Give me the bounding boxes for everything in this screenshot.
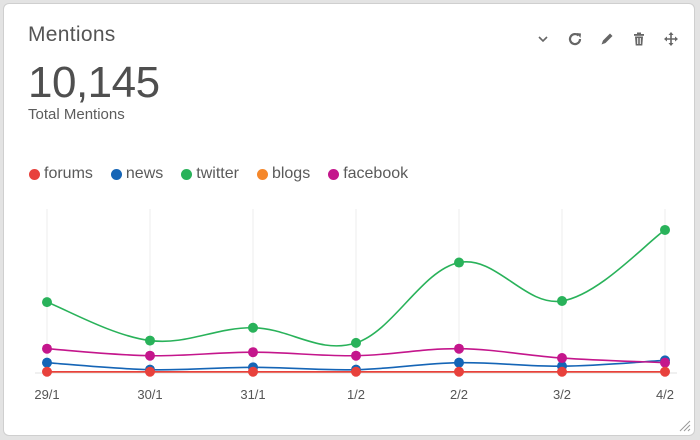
legend-label-twitter: twitter bbox=[196, 165, 239, 182]
x-tick-label-1: 30/1 bbox=[137, 387, 162, 402]
point-facebook-2/2[interactable] bbox=[454, 343, 464, 354]
x-tick-label-4: 2/2 bbox=[450, 387, 468, 402]
point-forums-1/2[interactable] bbox=[351, 366, 361, 377]
point-facebook-4/2[interactable] bbox=[660, 357, 670, 368]
x-tick-label-3: 1/2 bbox=[347, 387, 365, 402]
total-mentions-label: Total Mentions bbox=[28, 106, 125, 123]
point-forums-31/1[interactable] bbox=[248, 366, 258, 377]
move-icon[interactable] bbox=[662, 30, 680, 48]
legend-dot-blogs bbox=[256, 168, 268, 180]
x-tick-label-5: 3/2 bbox=[553, 387, 571, 402]
point-twitter-4/2[interactable] bbox=[660, 224, 670, 235]
pencil-icon[interactable] bbox=[598, 30, 616, 48]
chart-legend: forums news twitter blogs facebook bbox=[29, 165, 408, 183]
point-facebook-1/2[interactable] bbox=[351, 350, 361, 361]
point-forums-3/2[interactable] bbox=[557, 366, 567, 377]
widget-toolbar bbox=[534, 28, 680, 50]
legend-dot-news bbox=[110, 168, 122, 180]
x-tick-label-0: 29/1 bbox=[34, 387, 59, 402]
point-facebook-31/1[interactable] bbox=[248, 347, 258, 358]
point-twitter-2/2[interactable] bbox=[454, 257, 464, 268]
legend-dot-twitter bbox=[181, 168, 193, 180]
point-forums-30/1[interactable] bbox=[145, 366, 155, 377]
mentions-line-chart: 29/1 30/1 31/1 1/2 2/2 3/2 4/2 bbox=[34, 209, 677, 402]
legend-label-forums: forums bbox=[44, 165, 93, 182]
widget-title: Mentions bbox=[28, 23, 116, 46]
point-twitter-1/2[interactable] bbox=[351, 337, 361, 348]
legend-label-facebook: facebook bbox=[343, 165, 409, 182]
legend-item-twitter[interactable]: twitter bbox=[181, 165, 239, 183]
legend-dot-forums bbox=[29, 168, 40, 180]
resize-handle-icon[interactable] bbox=[677, 418, 691, 432]
point-facebook-30/1[interactable] bbox=[145, 350, 155, 361]
legend-label-blogs: blogs bbox=[271, 165, 311, 182]
point-forums-4/2[interactable] bbox=[660, 366, 670, 377]
point-news-29/1[interactable] bbox=[42, 357, 52, 368]
point-facebook-29/1[interactable] bbox=[42, 343, 52, 354]
legend-item-news[interactable]: news bbox=[110, 165, 164, 183]
legend-item-forums[interactable]: forums bbox=[29, 165, 93, 183]
legend-item-blogs[interactable]: blogs bbox=[256, 165, 311, 183]
point-news-2/2[interactable] bbox=[454, 357, 464, 368]
point-twitter-30/1[interactable] bbox=[145, 335, 155, 346]
trash-icon[interactable] bbox=[630, 30, 648, 48]
point-twitter-31/1[interactable] bbox=[248, 322, 258, 333]
chevron-down-icon[interactable] bbox=[534, 30, 552, 48]
mentions-widget: Mentions bbox=[3, 3, 695, 436]
legend-dot-facebook bbox=[328, 168, 340, 180]
total-mentions-value: 10,145 bbox=[28, 58, 160, 107]
point-forums-2/2[interactable] bbox=[454, 366, 464, 377]
x-tick-label-6: 4/2 bbox=[656, 387, 674, 402]
point-twitter-29/1[interactable] bbox=[42, 297, 52, 308]
refresh-icon[interactable] bbox=[566, 30, 584, 48]
point-forums-29/1[interactable] bbox=[42, 366, 52, 377]
point-twitter-3/2[interactable] bbox=[557, 295, 567, 306]
legend-item-facebook[interactable]: facebook bbox=[328, 165, 408, 183]
x-tick-label-2: 31/1 bbox=[240, 387, 265, 402]
point-facebook-3/2[interactable] bbox=[557, 353, 567, 364]
legend-label-news: news bbox=[125, 165, 164, 182]
